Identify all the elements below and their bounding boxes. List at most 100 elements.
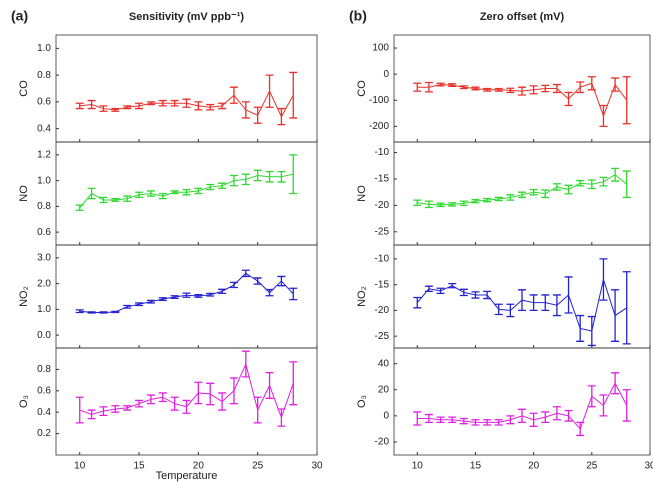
error-bar	[471, 198, 480, 204]
error-bar	[182, 292, 191, 298]
error-bar	[564, 276, 573, 314]
axes-frame	[55, 34, 318, 143]
x-tick-label: 20	[528, 461, 540, 472]
error-bar	[253, 277, 262, 285]
error-bar	[599, 104, 608, 127]
panel-label: (a)	[11, 8, 28, 24]
x-tick-label: 10	[412, 461, 424, 472]
error-bar	[277, 170, 286, 183]
error-bar	[135, 102, 144, 110]
error-bar	[170, 396, 179, 411]
error-bar	[448, 83, 457, 88]
error-bar	[123, 304, 132, 309]
error-bar	[622, 76, 631, 125]
error-bar	[158, 192, 167, 200]
error-bar	[529, 412, 538, 427]
error-bar	[194, 101, 203, 111]
error-bar	[541, 294, 550, 312]
error-bar	[158, 392, 167, 403]
y-tick-label: -10	[375, 254, 390, 265]
error-bar	[436, 202, 445, 208]
error-bar	[541, 84, 550, 93]
y-tick-label: -20	[375, 437, 390, 448]
error-bar	[135, 302, 144, 307]
y-axis-label: CO	[356, 80, 368, 97]
error-bar	[170, 99, 179, 107]
error-bar	[87, 99, 96, 110]
error-bar	[218, 288, 227, 295]
error-bar	[229, 174, 238, 187]
error-bar	[135, 399, 144, 408]
error-bar	[436, 416, 445, 424]
error-bar	[75, 204, 84, 211]
error-bar	[611, 289, 620, 342]
error-bar	[622, 271, 631, 345]
error-bar	[483, 87, 492, 92]
x-axis-label: Temperature	[156, 470, 218, 482]
y-tick-label: 0	[383, 410, 389, 421]
error-bar	[265, 74, 274, 108]
error-bar	[587, 76, 596, 91]
error-bar	[471, 291, 480, 299]
error-bar	[413, 82, 422, 92]
y-tick-label: 0.6	[37, 227, 51, 238]
error-bar	[529, 85, 538, 95]
error-bar	[87, 187, 96, 200]
error-bar	[194, 294, 203, 298]
y-tick-label: 0.4	[37, 407, 51, 418]
error-bar	[206, 382, 215, 406]
error-bar	[146, 190, 155, 197]
error-bar	[611, 167, 620, 182]
error-bar	[494, 303, 503, 316]
error-bar	[265, 170, 274, 183]
error-bar	[529, 294, 538, 312]
axes-frame	[55, 347, 318, 456]
y-tick-label: 1.0	[37, 43, 51, 54]
error-bar	[424, 200, 433, 209]
error-bar	[552, 183, 561, 191]
y-axis-label: O₃	[356, 395, 368, 408]
error-bar	[459, 288, 468, 297]
y-tick-label: -20	[375, 305, 390, 316]
error-bar	[206, 292, 215, 297]
error-bar	[564, 184, 573, 195]
error-bar	[494, 196, 503, 202]
error-bar	[506, 303, 515, 318]
y-tick-label: 0.8	[37, 70, 51, 81]
error-bar	[111, 405, 120, 413]
error-bar	[218, 392, 227, 411]
x-tick-label: 30	[644, 461, 653, 472]
error-bar	[111, 107, 120, 112]
error-bar	[599, 258, 608, 301]
error-bar	[459, 85, 468, 90]
error-bar	[483, 290, 492, 300]
error-bar	[253, 169, 262, 182]
error-bar	[75, 309, 84, 314]
chart-title: Zero offset (mV)	[480, 11, 565, 23]
data-line	[417, 174, 628, 206]
error-bar	[436, 287, 445, 295]
error-bar	[229, 86, 238, 104]
error-bar	[424, 285, 433, 292]
error-bar	[111, 310, 120, 314]
error-bar	[265, 288, 274, 297]
y-tick-label: 0.8	[37, 201, 51, 212]
y-tick-label: -25	[375, 331, 390, 342]
error-bar	[123, 405, 132, 411]
error-bar	[576, 421, 585, 437]
error-bar	[518, 86, 526, 96]
error-bar	[289, 71, 298, 119]
error-bar	[506, 87, 515, 94]
error-bar	[146, 101, 155, 106]
error-bar	[448, 416, 457, 424]
error-bar	[182, 98, 191, 108]
x-tick-label: 15	[470, 461, 482, 472]
error-bar	[123, 105, 132, 110]
error-bar	[289, 154, 298, 195]
error-bar	[277, 275, 286, 287]
error-bar	[158, 99, 167, 107]
error-bar	[413, 296, 422, 309]
error-bar	[494, 87, 503, 92]
error-bar	[483, 419, 492, 426]
